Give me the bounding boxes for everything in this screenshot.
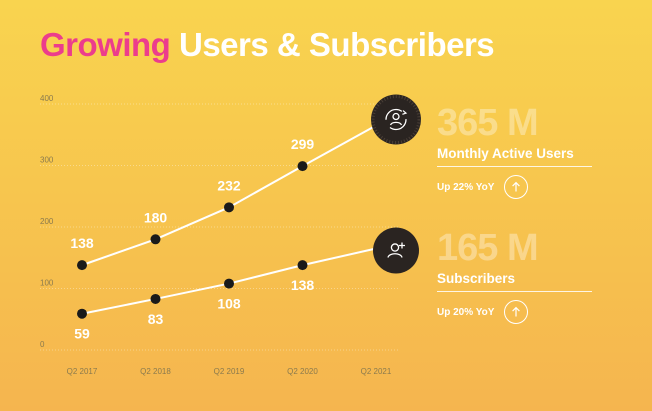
y-tick-label: 200 xyxy=(40,217,54,226)
data-point xyxy=(224,278,234,289)
x-tick-label: Q2 2020 xyxy=(287,367,318,376)
mau-label: Monthly Active Users xyxy=(437,146,592,167)
data-point xyxy=(297,161,308,172)
stat-subs: 165 M Subscribers Up 20% YoY xyxy=(437,229,592,324)
data-point xyxy=(77,260,87,271)
x-tick-label: Q2 2018 xyxy=(140,367,171,376)
data-point xyxy=(77,308,87,319)
subs-value: 165 M xyxy=(437,227,539,269)
user-refresh-icon xyxy=(371,94,421,145)
data-point xyxy=(224,202,234,213)
x-tick-label: Q2 2021 xyxy=(361,367,392,376)
mau-yoy: Up 22% YoY xyxy=(437,175,592,199)
data-label: 180 xyxy=(144,209,168,225)
data-point xyxy=(150,293,161,304)
data-point xyxy=(150,234,161,245)
y-tick-label: 0 xyxy=(40,340,45,349)
title-rest: Users & Subscribers xyxy=(179,26,495,63)
arrow-up-icon xyxy=(504,175,529,199)
data-label: 138 xyxy=(291,277,315,293)
data-point xyxy=(297,260,308,271)
data-label: 138 xyxy=(70,235,94,251)
subs-label: Subscribers xyxy=(437,271,592,292)
data-label: 83 xyxy=(148,311,164,327)
y-tick-label: 300 xyxy=(40,156,54,165)
subs-yoy-text: Up 20% YoY xyxy=(437,306,495,318)
page-title: Growing Users & Subscribers xyxy=(40,26,495,64)
user-plus-icon xyxy=(373,227,419,274)
x-tick-label: Q2 2019 xyxy=(214,367,245,376)
mau-yoy-text: Up 22% YoY xyxy=(437,181,495,193)
title-highlight: Growing xyxy=(40,26,171,63)
mau-value: 365 M xyxy=(437,102,539,144)
y-tick-label: 100 xyxy=(40,279,54,288)
x-tick-label: Q2 2017 xyxy=(67,367,98,376)
y-tick-label: 400 xyxy=(40,94,54,103)
subs-yoy: Up 20% YoY xyxy=(437,300,592,324)
data-label: 59 xyxy=(74,326,90,342)
stat-mau: 365 M Monthly Active Users Up 22% YoY xyxy=(437,104,592,199)
data-label: 299 xyxy=(291,136,315,152)
data-label: 108 xyxy=(217,296,241,312)
series-line xyxy=(81,124,377,267)
data-label: 232 xyxy=(217,177,241,193)
arrow-up-icon xyxy=(504,300,529,324)
